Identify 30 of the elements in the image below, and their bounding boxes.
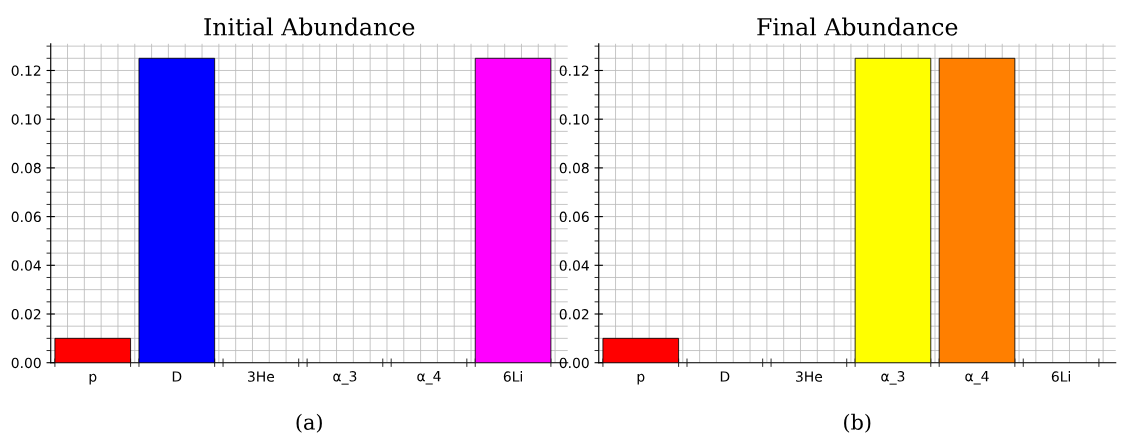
x-tick-label: α_4 (965, 371, 989, 385)
x-tick-label: D (720, 371, 730, 382)
chart-title: Final Abundance (757, 17, 958, 36)
y-tick-label: 0.08 (11, 162, 41, 174)
y-tick-label: 0.04 (559, 260, 589, 271)
x-tick-label: 3He (796, 371, 823, 382)
y-tick-label: 0.08 (559, 162, 589, 174)
y-tick-label: 0.00 (11, 357, 41, 369)
y-tick-label: 0.04 (11, 260, 41, 271)
y-tick-label: 0.12 (11, 65, 41, 76)
y-tick-label: 0.02 (559, 308, 589, 320)
x-tick-label: p (89, 373, 97, 385)
x-tick-label: α_4 (417, 371, 441, 385)
x-tick-label: α_3 (333, 371, 357, 385)
x-tick-label: 6Li (503, 371, 522, 382)
x-tick-label: 6Li (1051, 371, 1070, 382)
chart-title: Initial Abundance (204, 17, 415, 36)
text: (b) (844, 413, 871, 433)
text: (a) (296, 413, 322, 433)
x-tick-label: α_3 (881, 371, 905, 385)
x-tick-label: p (637, 373, 645, 385)
y-tick-label: 0.10 (11, 114, 41, 125)
y-tick-label: 0.12 (559, 65, 589, 76)
y-tick-label: 0.06 (11, 211, 41, 223)
y-tick-label: 0.10 (559, 114, 589, 125)
y-tick-label: 0.06 (559, 211, 589, 223)
x-tick-label: D (172, 371, 182, 382)
y-tick-label: 0.00 (559, 357, 589, 369)
y-tick-label: 0.02 (11, 308, 41, 320)
x-tick-label: 3He (248, 371, 275, 382)
